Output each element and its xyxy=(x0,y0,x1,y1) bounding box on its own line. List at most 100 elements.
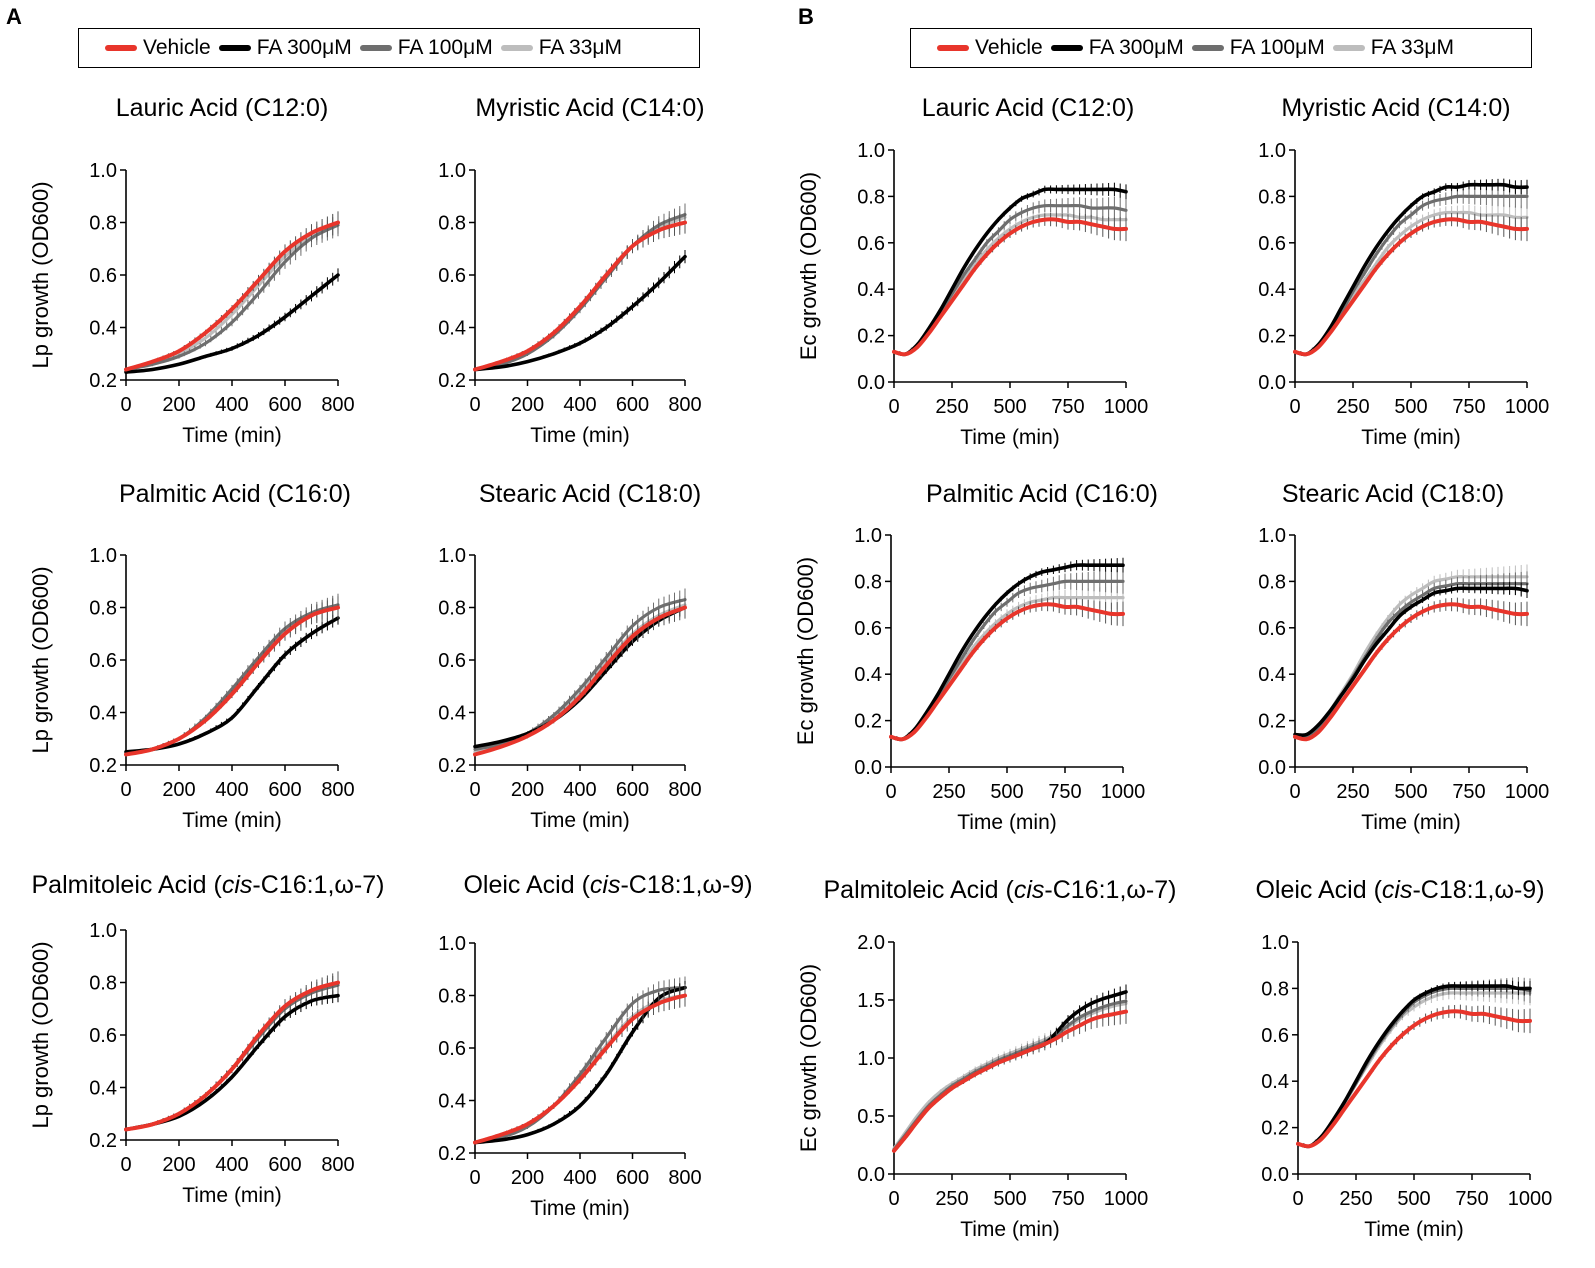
x-tick-label: 800 xyxy=(668,394,701,416)
y-tick-label: 0.0 xyxy=(1258,372,1286,394)
series-line xyxy=(1296,1009,1532,1149)
legend-label: FA 33μM xyxy=(1370,36,1454,59)
series-line xyxy=(473,220,687,372)
y-tick-label: 0.4 xyxy=(1258,664,1286,686)
legend-label: FA 100μM xyxy=(1229,36,1325,59)
legend-b: Vehicle FA 300μM FA 100μM FA 33μM xyxy=(910,28,1532,68)
series-line xyxy=(124,223,340,372)
legend-item-fa100: FA 100μM xyxy=(1191,36,1325,60)
x-tick-label: 0 xyxy=(888,1188,899,1210)
chart-title: Oleic Acid (cis-C18:1,ω-9) xyxy=(1255,876,1544,904)
y-tick-label: 0.6 xyxy=(89,650,117,672)
y-tick-label: 0.8 xyxy=(1261,978,1289,1000)
series-fa-300-m xyxy=(124,611,340,754)
y-tick-label: 0.2 xyxy=(854,711,882,733)
series-fa-300-m xyxy=(124,988,340,1132)
chart-title: Stearic Acid (C18:0) xyxy=(479,480,701,508)
series-line xyxy=(124,273,340,374)
x-tick-label: 600 xyxy=(268,779,301,801)
series-line xyxy=(473,254,687,372)
series-vehicle xyxy=(473,984,687,1145)
y-tick-label: 0.8 xyxy=(438,598,466,620)
y-tick-label: 0.8 xyxy=(438,986,466,1008)
x-tick-label: 800 xyxy=(668,1167,701,1189)
series-line xyxy=(473,986,687,1145)
x-tick-label: 600 xyxy=(616,394,649,416)
series-vehicle xyxy=(1293,597,1529,742)
series-line xyxy=(1293,586,1529,738)
x-tick-label: 1000 xyxy=(1508,1188,1553,1210)
x-tick-label: 0 xyxy=(120,394,131,416)
x-tick-label: 0 xyxy=(469,394,480,416)
y-tick-label: 0.2 xyxy=(89,1130,117,1152)
chart-11: Palmitoleic Acid (cis-C16:1,ω-7) 0.0 0.5 1.… xyxy=(796,876,1176,1241)
chart-title: Myristic Acid (C14:0) xyxy=(1281,94,1510,122)
x-tick-label: 200 xyxy=(162,394,195,416)
chart-title: Myristic Acid (C14:0) xyxy=(475,94,704,122)
x-tick-label: 400 xyxy=(215,1154,248,1176)
series-line xyxy=(889,602,1125,742)
y-tick-label: 0.8 xyxy=(89,598,117,620)
y-tick-label: 0.4 xyxy=(438,703,466,725)
series-vehicle xyxy=(892,999,1128,1153)
legend-label: FA 33μM xyxy=(538,36,622,59)
legend-swatch xyxy=(1332,45,1365,51)
series-line xyxy=(1293,217,1529,357)
series-fa-100-m xyxy=(473,588,687,751)
chart-8: Myristic Acid (C14:0) 0.0 0.2 0.4 0.6 0.8 1.0 0… xyxy=(1258,94,1549,449)
chart-title: Lauric Acid (C12:0) xyxy=(116,94,329,122)
x-axis-label: Time (min) xyxy=(1361,426,1461,449)
y-tick-label: 0.0 xyxy=(854,757,882,779)
y-tick-label: 0.2 xyxy=(438,370,466,392)
chart-title: Palmitic Acid (C16:0) xyxy=(119,480,351,508)
x-tick-label: 750 xyxy=(1455,1188,1488,1210)
legend-item-vehicle: Vehicle xyxy=(105,36,211,60)
y-tick-label: 0.4 xyxy=(1258,279,1286,301)
chart-2: Myristic Acid (C14:0) 0.2 0.4 0.6 0.8 1.0 0 200… xyxy=(438,94,704,447)
chart-9: Palmitic Acid (C16:0) 0.0 0.2 0.4 0.6 0.8 1.0 0… xyxy=(793,480,1158,834)
y-tick-label: 1.0 xyxy=(1258,525,1286,547)
series-fa-300-m xyxy=(1296,979,1532,1149)
y-tick-label: 0.4 xyxy=(857,279,885,301)
y-tick-label: 0.2 xyxy=(1258,711,1286,733)
series-line xyxy=(473,993,687,1145)
y-tick-label: 1.0 xyxy=(89,545,117,567)
series-line xyxy=(124,993,340,1132)
x-tick-label: 600 xyxy=(616,1167,649,1189)
y-tick-label: 0.6 xyxy=(438,650,466,672)
legend-swatch xyxy=(359,45,392,51)
y-tick-label: 1.0 xyxy=(438,933,466,955)
chart-1: Lauric Acid (C12:0) 0.2 0.4 0.6 0.8 1.0 0 200 40… xyxy=(28,94,355,447)
chart-3: Palmitic Acid (C16:0) 0.2 0.4 0.6 0.8 1.0 0 200… xyxy=(28,480,355,832)
x-tick-label: 600 xyxy=(268,1154,301,1176)
y-tick-label: 0.6 xyxy=(854,618,882,640)
legend-label: FA 100μM xyxy=(397,36,493,59)
panel-label-a: A xyxy=(6,4,22,29)
y-axis-label: Lp growth (OD600) xyxy=(28,941,53,1128)
y-tick-label: 0.6 xyxy=(438,1038,466,1060)
x-tick-label: 0 xyxy=(469,1167,480,1189)
series-line xyxy=(892,187,1128,357)
chart-title: Palmitoleic Acid (cis-C16:1,ω-7) xyxy=(824,876,1177,904)
chart-6: Oleic Acid (cis-C18:1,ω-9) 0.2 0.4 0.6 0.8 1.… xyxy=(438,871,752,1220)
legend-label: Vehicle xyxy=(143,36,211,59)
y-tick-label: 0.4 xyxy=(438,1091,466,1113)
y-tick-label: 0.8 xyxy=(857,186,885,208)
chart-10: Stearic Acid (C18:0) 0.0 0.2 0.4 0.6 0.8 1.0 0 2… xyxy=(1258,480,1549,834)
y-tick-label: 1.0 xyxy=(1261,932,1289,954)
legend-swatch xyxy=(937,45,969,51)
x-tick-label: 400 xyxy=(215,779,248,801)
series-vehicle xyxy=(124,596,340,757)
series-fa-300-m xyxy=(473,249,687,372)
series-fa-300-m xyxy=(889,557,1125,742)
series-vehicle xyxy=(892,212,1128,357)
x-tick-label: 400 xyxy=(563,394,596,416)
x-axis-label: Time (min) xyxy=(530,1197,630,1220)
x-tick-label: 500 xyxy=(990,781,1023,803)
y-axis-label: Lp growth (OD600) xyxy=(28,566,53,753)
series-line xyxy=(1296,984,1532,1149)
x-tick-label: 250 xyxy=(935,1188,968,1210)
x-tick-label: 250 xyxy=(935,396,968,418)
y-tick-label: 0.8 xyxy=(89,973,117,995)
